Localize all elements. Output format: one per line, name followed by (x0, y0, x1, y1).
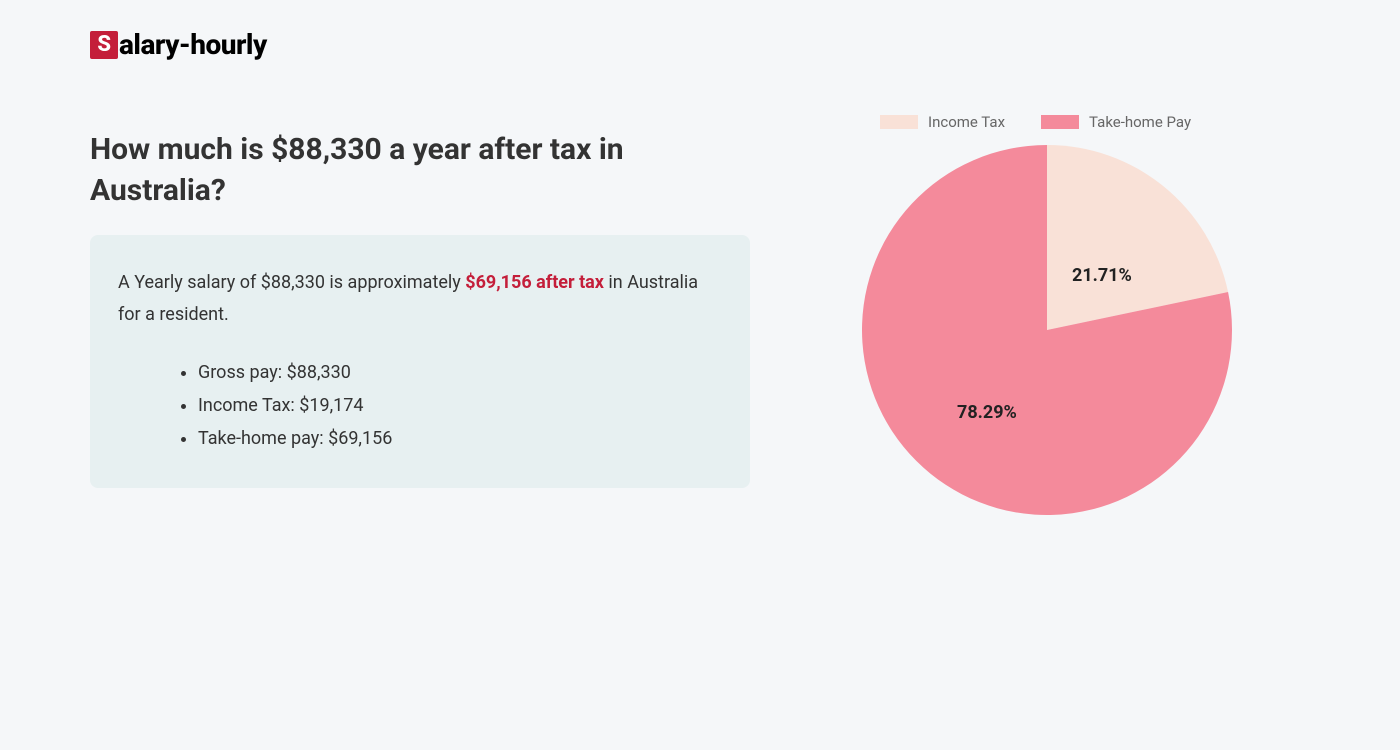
legend-label-takehome: Take-home Pay (1089, 113, 1191, 131)
page-title: How much is $88,330 a year after tax in … (90, 130, 730, 211)
bullet-gross: Gross pay: $88,330 (198, 356, 722, 389)
bullet-list: Gross pay: $88,330 Income Tax: $19,174 T… (118, 356, 722, 456)
summary-box: A Yearly salary of $88,330 is approximat… (90, 235, 750, 488)
legend-label-tax: Income Tax (928, 113, 1005, 131)
pie-chart: 21.71% 78.29% (862, 145, 1232, 515)
logo-badge: S (90, 31, 118, 59)
bullet-tax: Income Tax: $19,174 (198, 389, 722, 422)
legend-swatch-takehome (1041, 115, 1079, 129)
summary-text: A Yearly salary of $88,330 is approximat… (118, 267, 722, 332)
legend-swatch-tax (880, 115, 918, 129)
logo: S alary-hourly (90, 28, 267, 61)
bullet-takehome: Take-home pay: $69,156 (198, 422, 722, 455)
pie-svg (862, 145, 1232, 515)
legend-item-takehome: Take-home Pay (1041, 113, 1191, 131)
pie-label-tax: 21.71% (1072, 265, 1132, 286)
summary-prefix: A Yearly salary of $88,330 is approximat… (118, 272, 465, 293)
chart-legend: Income Tax Take-home Pay (880, 113, 1191, 131)
pie-label-takehome: 78.29% (957, 402, 1017, 423)
summary-highlight: $69,156 after tax (465, 272, 604, 293)
legend-item-tax: Income Tax (880, 113, 1005, 131)
logo-text: alary-hourly (119, 28, 267, 61)
